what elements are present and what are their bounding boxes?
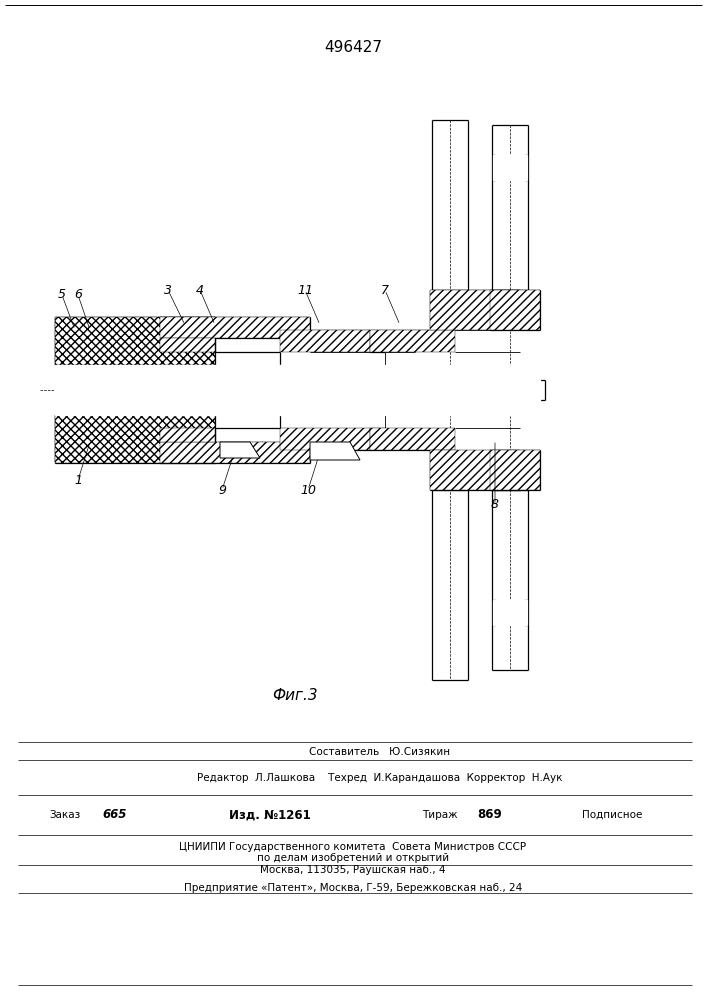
Bar [280, 428, 370, 450]
Text: 8: 8 [491, 498, 499, 512]
Text: Тираж: Тираж [422, 810, 458, 820]
Bar [493, 600, 527, 625]
Text: Составитель   Ю.Сизякин: Составитель Ю.Сизякин [310, 747, 450, 757]
Bar [430, 365, 520, 415]
Text: 1: 1 [74, 474, 82, 487]
Bar [490, 290, 540, 330]
Polygon shape [310, 442, 360, 460]
Bar [370, 330, 455, 352]
Bar [370, 428, 455, 450]
Bar [430, 450, 520, 490]
Text: 869: 869 [478, 808, 503, 822]
Text: 496427: 496427 [324, 39, 382, 54]
Text: 10: 10 [300, 484, 316, 496]
Bar [493, 155, 527, 180]
Bar [430, 290, 520, 330]
Bar [55, 365, 215, 415]
Bar [160, 428, 215, 442]
Text: 9: 9 [218, 484, 226, 496]
Text: Предприятие «Патент», Москва, Г-59, Бережковская наб., 24: Предприятие «Патент», Москва, Г-59, Бере… [184, 883, 522, 893]
Text: Редактор  Л.Лашкова    Техред  И.Карандашова  Корректор  Н.Аук: Редактор Л.Лашкова Техред И.Карандашова … [197, 773, 563, 783]
Text: 11: 11 [297, 284, 313, 296]
Bar [160, 317, 310, 338]
Text: ЦНИИПИ Государственного комитета  Совета Министров СССР: ЦНИИПИ Государственного комитета Совета … [180, 842, 527, 852]
Polygon shape [220, 442, 260, 458]
Text: 3: 3 [164, 284, 172, 296]
Bar [490, 365, 540, 415]
Bar [490, 450, 540, 490]
Text: Москва, 113035, Раушская наб., 4: Москва, 113035, Раушская наб., 4 [260, 865, 445, 875]
Text: Фиг.3: Фиг.3 [272, 688, 318, 702]
Bar [280, 330, 370, 352]
Bar [55, 317, 215, 365]
Bar [55, 415, 215, 463]
Bar [280, 365, 370, 415]
Text: 7: 7 [381, 284, 389, 296]
Text: 665: 665 [103, 808, 127, 822]
Text: Подписное: Подписное [582, 810, 642, 820]
Text: 6: 6 [74, 288, 82, 302]
Text: Изд. №1261: Изд. №1261 [229, 808, 311, 822]
Bar [160, 442, 310, 463]
Text: по делам изобретений и открытий: по делам изобретений и открытий [257, 853, 449, 863]
Text: 4: 4 [196, 284, 204, 296]
Bar [160, 365, 310, 415]
Text: 5: 5 [58, 288, 66, 302]
Text: Заказ: Заказ [49, 810, 81, 820]
Bar [160, 338, 215, 352]
Bar [370, 365, 455, 415]
